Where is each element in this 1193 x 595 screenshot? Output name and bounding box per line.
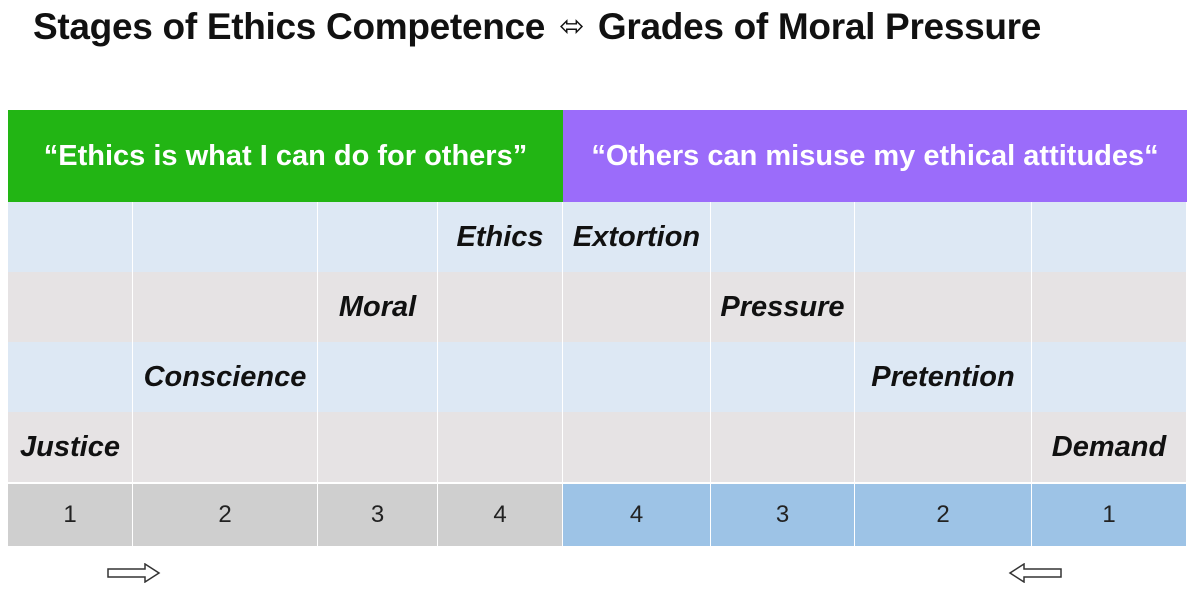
grid-cell [133,412,318,482]
grid-cell [563,342,711,412]
grid-cell [563,412,711,482]
grid-cell [438,412,563,482]
stage-number: 4 [563,484,711,546]
grid-cell [1032,342,1187,412]
grid-cell [855,202,1032,272]
header-moral-pressure: “Others can misuse my ethical attitudes“ [563,110,1187,202]
stage-label-conscience: Conscience [133,342,318,412]
stage-label-pressure: Pressure [711,272,855,342]
grid-cell [8,342,133,412]
header-ethics-competence: “Ethics is what I can do for others” [8,110,563,202]
grid-cell [133,272,318,342]
stage-number: 2 [855,484,1032,546]
stage-label-extortion: Extortion [563,202,711,272]
grid-cell [711,342,855,412]
grid-cell [8,272,133,342]
stage-number: 1 [8,484,133,546]
grid-cell [8,202,133,272]
stage-label-pretention: Pretention [855,342,1032,412]
left-arrow-icon [1008,563,1062,583]
grid-cell [711,202,855,272]
grid-row: Ethics Extortion [8,202,1187,272]
grid-cell [318,412,438,482]
grid-cell [438,272,563,342]
grid-row: Moral Pressure [8,272,1187,342]
double-arrow-icon: ⬄ [559,10,584,43]
grid-row: Justice Demand [8,412,1187,482]
grid-cell [1032,272,1187,342]
grid-cell [711,412,855,482]
stage-label-ethics: Ethics [438,202,563,272]
stage-number: 3 [711,484,855,546]
right-arrow-icon [107,563,161,583]
stage-number: 2 [133,484,318,546]
stage-grid: Ethics Extortion Moral Pressure Conscience Pr… [8,202,1187,546]
stage-number: 4 [438,484,563,546]
stage-number: 1 [1032,484,1187,546]
grid-cell [318,342,438,412]
stage-number: 3 [318,484,438,546]
stage-label-demand: Demand [1032,412,1187,482]
grid-cell [318,202,438,272]
grid-cell [438,342,563,412]
grid-cell [855,412,1032,482]
grid-cell [563,272,711,342]
grid-row: Conscience Pretention [8,342,1187,412]
stage-label-justice: Justice [8,412,133,482]
stage-label-moral: Moral [318,272,438,342]
title-left: Stages of Ethics Competence [33,6,546,47]
title-right: Grades of Moral Pressure [597,6,1042,47]
grid-cell [133,202,318,272]
page-title: Stages of Ethics Competence ⬄ Grades of … [33,6,1041,48]
grid-cell [1032,202,1187,272]
grid-cell [855,272,1032,342]
